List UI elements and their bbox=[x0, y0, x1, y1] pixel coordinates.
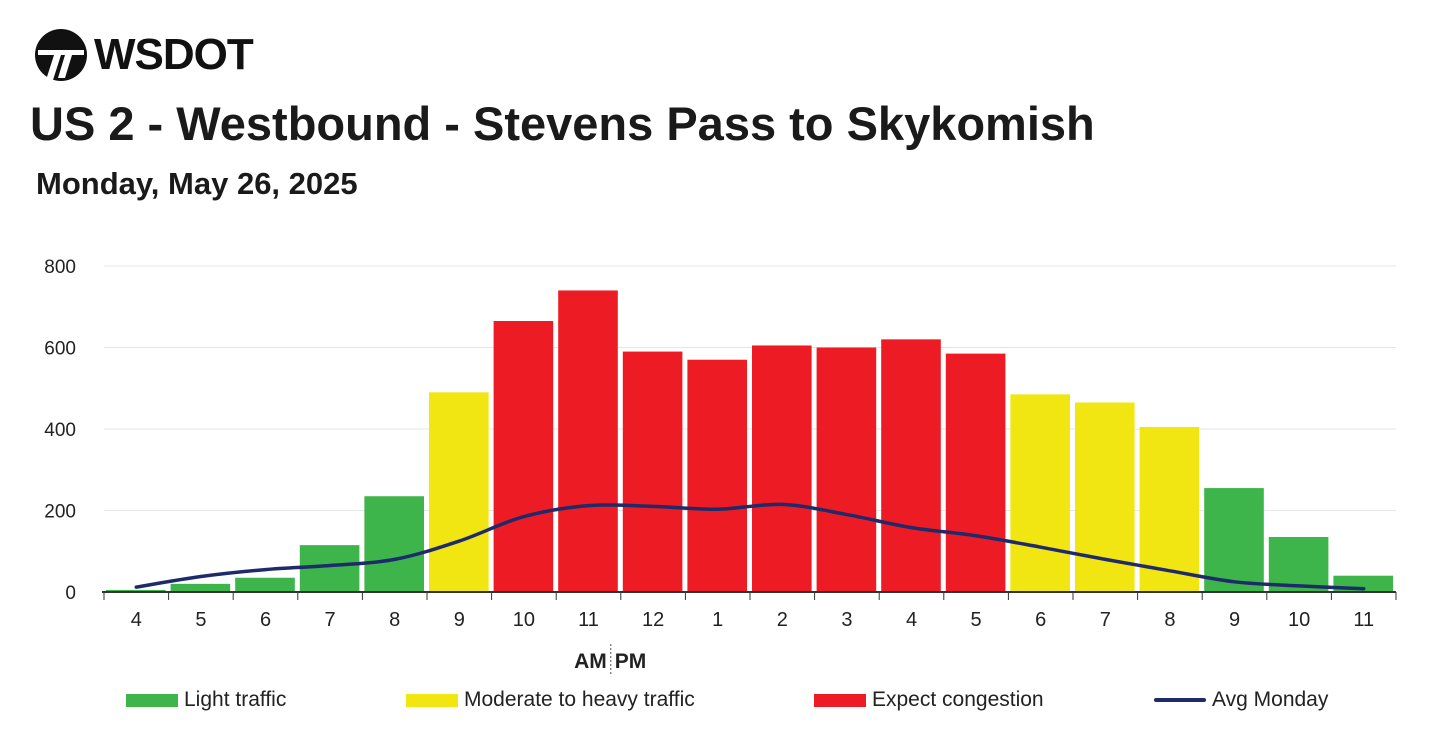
bar bbox=[881, 339, 941, 592]
pm-label: PM bbox=[615, 650, 647, 673]
page-subtitle: Monday, May 26, 2025 bbox=[36, 166, 358, 201]
bar bbox=[429, 392, 489, 592]
legend-label-congestion: Expect congestion bbox=[872, 688, 1044, 711]
logo-text: WSDOT bbox=[94, 30, 254, 79]
legend-item-moderate: Moderate to heavy traffic bbox=[406, 688, 695, 712]
legend-label-moderate: Moderate to heavy traffic bbox=[464, 688, 695, 711]
bar bbox=[493, 321, 554, 592]
x-tick-label: 8 bbox=[389, 609, 400, 631]
bar bbox=[235, 577, 295, 592]
bar bbox=[1204, 488, 1264, 592]
x-tick-label: 1 bbox=[712, 609, 723, 631]
legend-item-avg: Avg Monday bbox=[1154, 688, 1328, 712]
legend-swatch-avg bbox=[1154, 698, 1206, 702]
x-tick-label: 4 bbox=[131, 609, 142, 631]
x-tick-label: 3 bbox=[841, 609, 852, 631]
bar bbox=[816, 347, 877, 592]
legend-label-light: Light traffic bbox=[184, 688, 287, 711]
bar bbox=[945, 353, 1006, 592]
x-tick-label: 9 bbox=[454, 609, 465, 631]
bar bbox=[364, 496, 424, 592]
x-tick-label: 5 bbox=[971, 609, 982, 631]
bar bbox=[106, 589, 166, 592]
legend-swatch-moderate bbox=[406, 693, 458, 707]
x-tick-label: 6 bbox=[260, 609, 271, 631]
x-tick-label: 4 bbox=[906, 609, 917, 631]
bar bbox=[687, 359, 747, 592]
y-tick-label: 600 bbox=[44, 339, 76, 360]
legend-item-congestion: Expect congestion bbox=[814, 688, 1044, 712]
x-tick-label: 7 bbox=[325, 609, 336, 631]
x-tick-label: 6 bbox=[1035, 609, 1046, 631]
bar bbox=[752, 345, 812, 592]
x-tick-label: 5 bbox=[195, 609, 206, 631]
bar bbox=[1139, 426, 1200, 592]
wsdot-logo: WSDOT bbox=[34, 28, 254, 82]
x-tick-label: 10 bbox=[1288, 609, 1310, 631]
avg-monday-line bbox=[134, 502, 1366, 591]
legend: Light traffic Moderate to heavy traffic … bbox=[0, 688, 1440, 718]
legend-swatch-congestion bbox=[814, 693, 866, 707]
legend-item-light: Light traffic bbox=[126, 688, 286, 712]
y-tick-label: 0 bbox=[65, 583, 76, 604]
x-tick-label: 7 bbox=[1100, 609, 1111, 631]
legend-swatch-light bbox=[126, 693, 178, 707]
x-tick-label: 9 bbox=[1229, 609, 1240, 631]
x-tick-label: 8 bbox=[1164, 609, 1175, 631]
y-tick-label: 400 bbox=[44, 420, 76, 441]
page-title: US 2 - Westbound - Stevens Pass to Skyko… bbox=[30, 97, 1095, 150]
x-tick-label: 12 bbox=[642, 609, 664, 631]
x-tick-label: 2 bbox=[777, 609, 788, 631]
am-label: AM bbox=[574, 650, 607, 673]
bar bbox=[558, 290, 618, 592]
wsdot-emblem-icon bbox=[35, 29, 87, 81]
bar bbox=[622, 351, 683, 592]
bar bbox=[1010, 394, 1070, 592]
x-tick-label: 11 bbox=[1353, 609, 1374, 631]
y-tick-label: 200 bbox=[44, 502, 76, 523]
bar bbox=[170, 583, 231, 592]
x-tick-label: 10 bbox=[513, 609, 535, 631]
x-tick-label: 11 bbox=[578, 609, 599, 631]
legend-label-avg: Avg Monday bbox=[1212, 688, 1329, 711]
bar bbox=[1268, 536, 1329, 592]
y-tick-label: 800 bbox=[44, 257, 76, 278]
